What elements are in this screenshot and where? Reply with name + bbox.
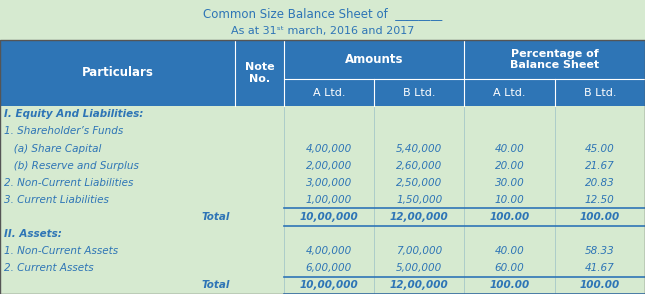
Text: 2,60,000: 2,60,000 [396, 161, 442, 171]
Text: 2. Current Assets: 2. Current Assets [4, 263, 94, 273]
Bar [0, 157, 645, 174]
Text: 10,00,000: 10,00,000 [299, 212, 359, 222]
Text: 20.83: 20.83 [585, 178, 615, 188]
Text: 6,00,000: 6,00,000 [306, 263, 352, 273]
Bar [0, 106, 645, 123]
Text: 100.00: 100.00 [580, 212, 620, 222]
Text: 2. Non-Current Liabilities: 2. Non-Current Liabilities [4, 178, 134, 188]
Bar [0, 174, 645, 191]
Bar [0, 40, 235, 106]
Text: 5,40,000: 5,40,000 [396, 143, 442, 153]
Text: 1. Shareholder’s Funds: 1. Shareholder’s Funds [4, 126, 123, 136]
Text: 10,00,000: 10,00,000 [299, 280, 359, 290]
Text: B Ltd.: B Ltd. [584, 88, 616, 98]
Text: Note
No.: Note No. [245, 62, 274, 83]
Text: 30.00: 30.00 [495, 178, 524, 188]
Text: Total: Total [202, 212, 230, 222]
Text: 100.00: 100.00 [580, 280, 620, 290]
Text: 3. Current Liabilities: 3. Current Liabilities [4, 195, 109, 205]
Text: 41.67: 41.67 [585, 263, 615, 273]
Bar [0, 277, 645, 294]
Text: 100.00: 100.00 [490, 212, 530, 222]
Text: 40.00: 40.00 [495, 246, 524, 256]
Text: (b) Reserve and Surplus: (b) Reserve and Surplus [4, 161, 139, 171]
Text: Amounts: Amounts [345, 53, 403, 66]
Text: I. Equity And Liabilities:: I. Equity And Liabilities: [4, 109, 143, 119]
Bar [0, 191, 645, 208]
Text: B Ltd.: B Ltd. [403, 88, 435, 98]
Text: As at 31ˢᵗ march, 2016 and 2017: As at 31ˢᵗ march, 2016 and 2017 [231, 26, 414, 36]
Text: Total: Total [202, 280, 230, 290]
Bar [0, 123, 645, 140]
Text: Particulars: Particulars [82, 66, 154, 79]
Text: 45.00: 45.00 [585, 143, 615, 153]
Text: 20.00: 20.00 [495, 161, 524, 171]
Text: 21.67: 21.67 [585, 161, 615, 171]
Text: 10.00: 10.00 [495, 195, 524, 205]
Text: 2,50,000: 2,50,000 [396, 178, 442, 188]
Text: 4,00,000: 4,00,000 [306, 246, 352, 256]
Text: 4,00,000: 4,00,000 [306, 143, 352, 153]
Text: 5,00,000: 5,00,000 [396, 263, 442, 273]
Text: 1,50,000: 1,50,000 [396, 195, 442, 205]
Text: 12,00,000: 12,00,000 [390, 280, 449, 290]
Text: 2,00,000: 2,00,000 [306, 161, 352, 171]
Text: 1,00,000: 1,00,000 [306, 195, 352, 205]
Text: II. Assets:: II. Assets: [4, 229, 62, 239]
Bar [0, 40, 645, 294]
Text: 12.50: 12.50 [585, 195, 615, 205]
Bar [0, 0, 645, 40]
Text: 7,00,000: 7,00,000 [396, 246, 442, 256]
Bar [0, 225, 645, 243]
Bar [0, 40, 645, 79]
Bar [235, 40, 284, 106]
Bar [0, 140, 645, 157]
Text: A Ltd.: A Ltd. [493, 88, 526, 98]
Text: A Ltd.: A Ltd. [313, 88, 345, 98]
Text: Percentage of
Balance Sheet: Percentage of Balance Sheet [510, 49, 599, 70]
Text: 100.00: 100.00 [490, 280, 530, 290]
Text: Common Size Balance Sheet of  ________: Common Size Balance Sheet of ________ [203, 7, 442, 20]
Text: 58.33: 58.33 [585, 246, 615, 256]
Text: 12,00,000: 12,00,000 [390, 212, 449, 222]
Bar [284, 79, 645, 106]
Text: 60.00: 60.00 [495, 263, 524, 273]
Bar [0, 243, 645, 260]
Text: 1. Non-Current Assets: 1. Non-Current Assets [4, 246, 118, 256]
Text: 40.00: 40.00 [495, 143, 524, 153]
Bar [0, 208, 645, 225]
Bar [0, 260, 645, 277]
Text: 3,00,000: 3,00,000 [306, 178, 352, 188]
Text: (a) Share Capital: (a) Share Capital [4, 143, 101, 153]
